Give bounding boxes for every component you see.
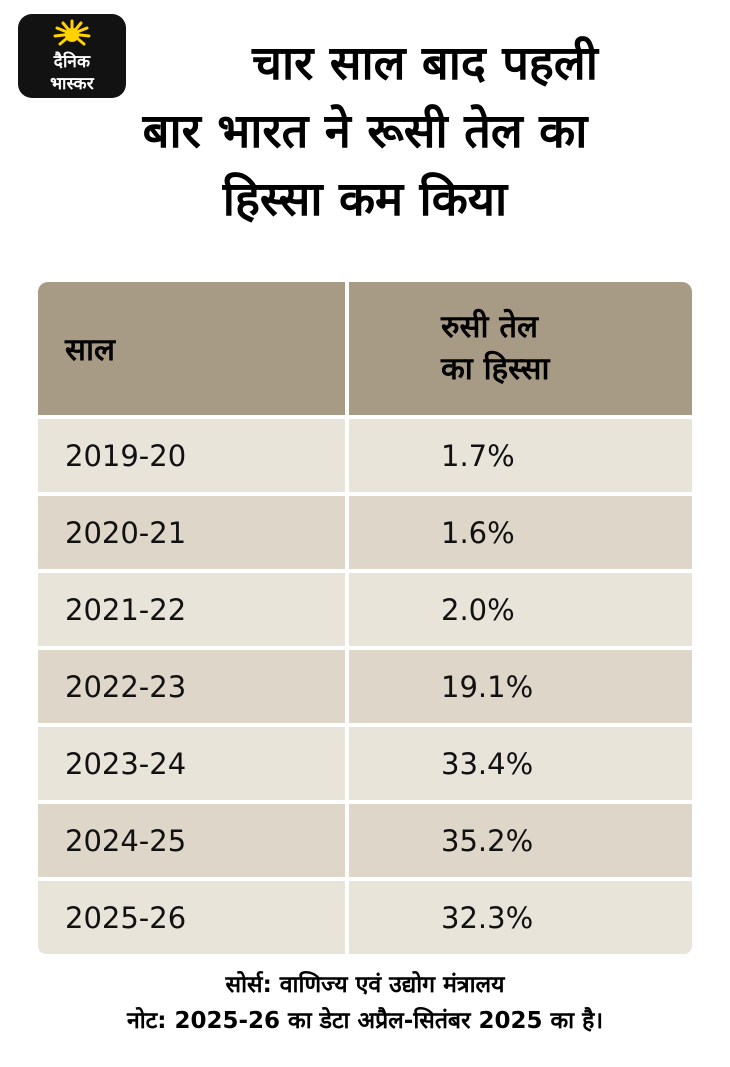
year-cell: 2023-24 [65,746,187,781]
table-row: 2021-22 2.0% [38,573,692,646]
share-cell: 2.0% [345,573,692,646]
logo-name-line1: दैनिक [53,52,91,73]
footer: सोर्स: वाणिज्य एवं उद्योग मंत्रालय नोट: … [0,968,730,1039]
table-row: 2023-24 33.4% [38,727,692,800]
dainik-bhaskar-logo: दैनिक भास्कर [18,14,126,98]
year-cell: 2022-23 [65,669,187,704]
title-line-1: चार साल बाद पहली [252,36,598,91]
logo-name-line2: भास्कर [50,73,94,94]
table-row: 2022-23 19.1% [38,650,692,723]
header-share-column: रुसी तेल का हिस्सा [345,282,692,415]
share-cell: 19.1% [345,650,692,723]
table-header-row: साल रुसी तेल का हिस्सा [38,282,692,415]
note-text: नोट: 2025-26 का डेटा अप्रैल-सितंबर 2025 … [126,1007,604,1034]
year-cell: 2019-20 [65,438,187,473]
header-share-line2: का हिस्सा [441,350,550,387]
table-row: 2019-20 1.7% [38,419,692,492]
year-cell: 2025-26 [65,900,187,935]
data-table: साल रुसी तेल का हिस्सा 2019-20 1.7% 2020… [38,282,692,954]
table-row: 2025-26 32.3% [38,881,692,954]
source-text: सोर्स: वाणिज्य एवं उद्योग मंत्रालय [225,972,505,998]
table-row: 2024-25 35.2% [38,804,692,877]
share-cell: 1.6% [345,496,692,569]
share-cell: 1.7% [345,419,692,492]
year-cell: 2020-21 [65,515,187,550]
share-cell: 33.4% [345,727,692,800]
year-cell: 2021-22 [65,592,187,627]
table-row: 2020-21 1.6% [38,496,692,569]
share-cell: 32.3% [345,881,692,954]
title-line-2: बार भारत ने रूसी तेल का [142,104,588,160]
header-share-line1: रुसी तेल [441,308,539,345]
header-year-column: साल [65,331,116,368]
share-cell: 35.2% [345,804,692,877]
title-line-3: हिस्सा कम किया [222,172,508,228]
page-title: चार साल बाद पहली बार भारत ने रूसी तेल का… [0,0,730,234]
sun-icon [51,18,93,50]
year-cell: 2024-25 [65,823,187,858]
